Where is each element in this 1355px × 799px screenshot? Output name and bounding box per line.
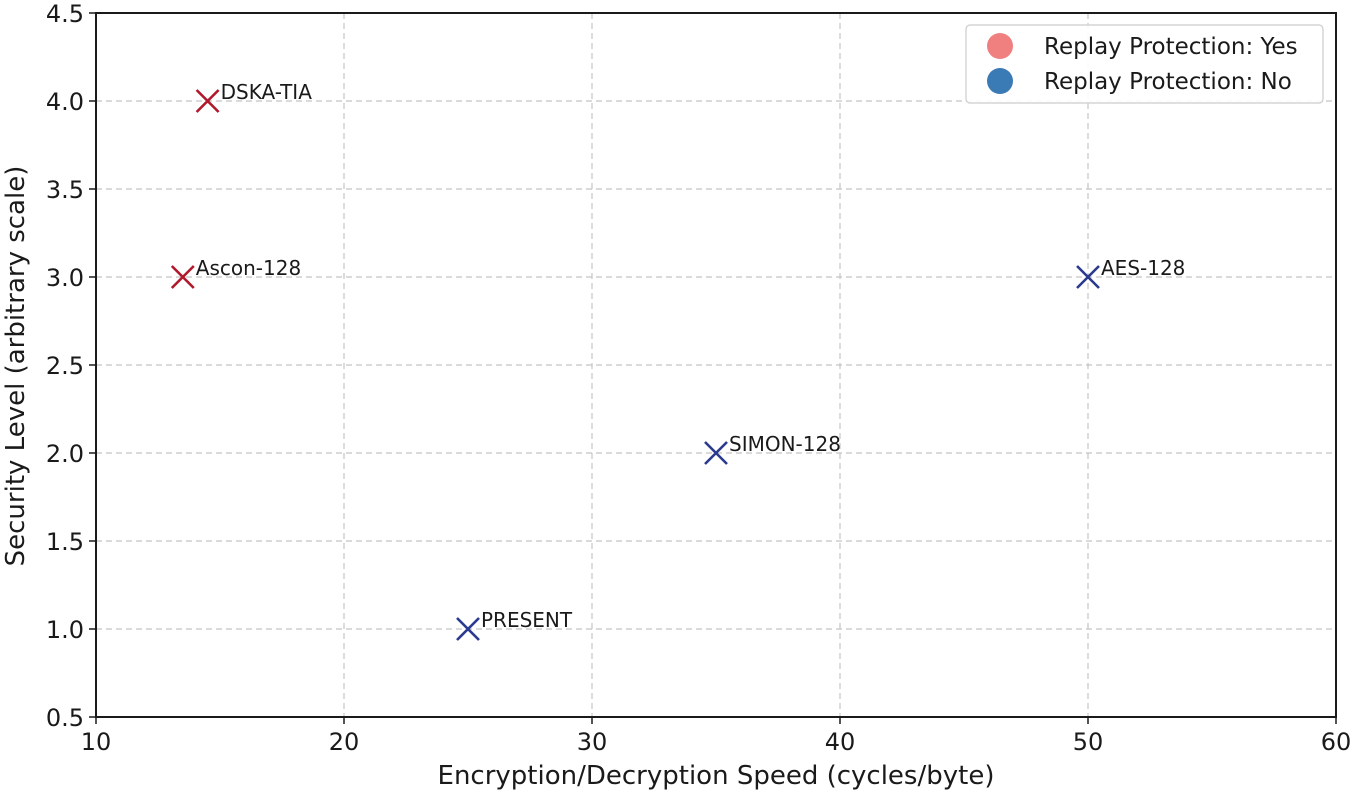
x-marker-stroke: [1076, 265, 1100, 289]
axes: [89, 12, 1337, 724]
x-tick-label: 50: [1073, 728, 1104, 756]
legend-entry-label: Replay Protection: No: [1044, 69, 1292, 95]
x-tick-label: 30: [577, 728, 608, 756]
x-marker-stroke: [456, 617, 480, 641]
x-marker-stroke: [704, 441, 728, 465]
point-labels: DSKA-TIA Ascon-128 AES-128 SIMON-128 PRESENT: [196, 80, 1186, 632]
point-label: SIMON-128: [729, 432, 841, 456]
legend-swatch: [987, 68, 1013, 94]
x-tick-label: 10: [81, 728, 112, 756]
tick-labels: 10 20 30 40 50 60 0.5 1.0 1.5 2.0 2.5 3.0 3.5 4.0 4.5: [46, 0, 1351, 756]
y-tick-label: 4.5: [46, 0, 84, 28]
data-points: [170, 89, 1100, 641]
y-tick-label: 2.0: [46, 440, 84, 468]
y-axis-label: Security Level (arbitrary scale): [1, 166, 31, 567]
point-label: AES-128: [1101, 256, 1185, 280]
point-label: PRESENT: [481, 608, 573, 632]
data-point-simon-128: [704, 441, 728, 465]
x-tick-label: 60: [1321, 728, 1352, 756]
data-point-dska-tia: [195, 89, 220, 113]
x-axis-label: Encryption/Decryption Speed (cycles/byte…: [438, 761, 995, 791]
y-tick-label: 1.5: [46, 528, 84, 556]
legend: Replay Protection: Yes Replay Protection:…: [965, 24, 1324, 104]
y-tick-label: 1.0: [46, 616, 84, 644]
legend-entry-label: Replay Protection: Yes: [1044, 34, 1298, 60]
point-label: DSKA-TIA: [221, 80, 313, 104]
y-tick-label: 0.5: [46, 704, 84, 732]
grid-lines: [96, 13, 1336, 717]
y-tick-label: 4.0: [46, 88, 84, 116]
point-label: Ascon-128: [196, 256, 301, 280]
x-tick-label: 20: [329, 728, 360, 756]
legend-swatch: [987, 33, 1013, 59]
y-tick-label: 3.5: [46, 176, 84, 204]
data-point-present: [456, 617, 480, 641]
legend-box: [965, 24, 1324, 104]
x-marker-stroke: [170, 265, 195, 289]
data-point-ascon-128: [170, 265, 195, 289]
x-tick-label: 40: [825, 728, 856, 756]
y-tick-label: 3.0: [46, 264, 84, 292]
y-tick-label: 2.5: [46, 352, 84, 380]
data-point-aes-128: [1076, 265, 1100, 289]
x-marker-stroke: [195, 89, 220, 113]
